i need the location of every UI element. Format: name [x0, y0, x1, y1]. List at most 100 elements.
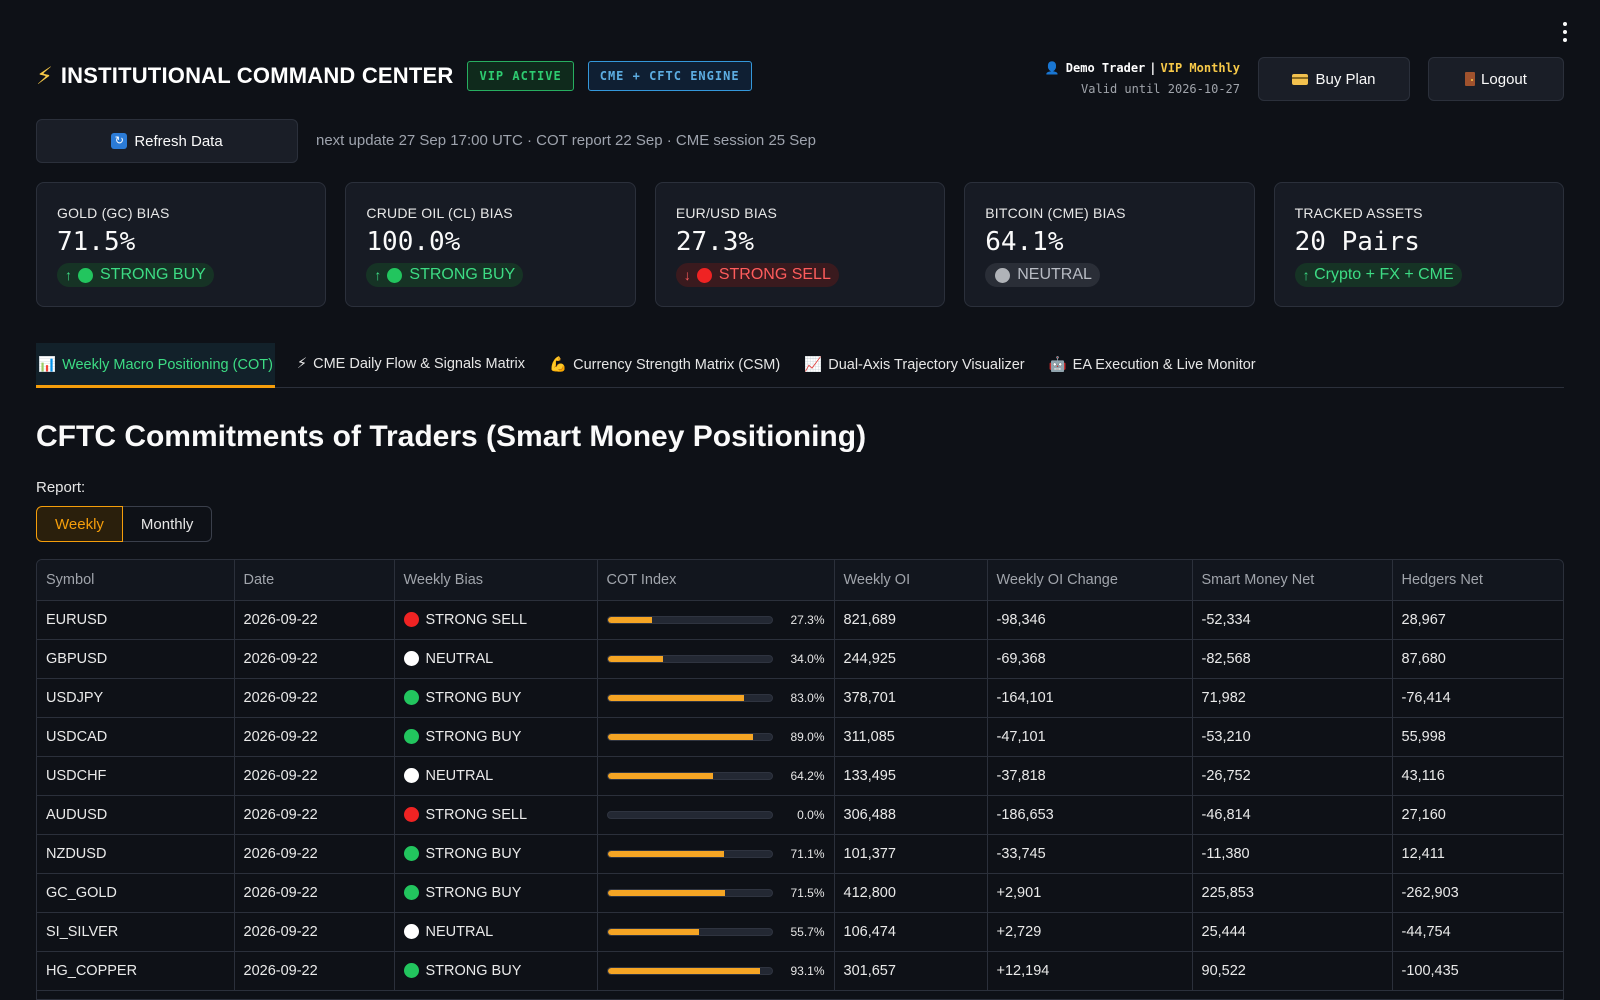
metric-card-value: 64.1%: [985, 227, 1064, 257]
metric-card-value: 71.5%: [57, 227, 136, 257]
hedgers-net-cell: -262,903: [1392, 873, 1563, 913]
bias-dot-icon: [403, 651, 419, 666]
signal-text: Crypto + FX + CME: [1314, 266, 1454, 283]
cot-index-cell: 83.0%: [597, 678, 835, 718]
column-header[interactable]: Weekly Bias: [394, 560, 598, 601]
column-header[interactable]: Weekly OI Change: [987, 560, 1193, 601]
bias-cell: STRONG BUY: [394, 678, 598, 718]
weekly-oi-change-cell: +2,729: [987, 912, 1193, 952]
column-header[interactable]: Date: [234, 560, 395, 601]
tab-3[interactable]: 💪 Currency Strength Matrix (CSM): [547, 343, 782, 388]
tab-1[interactable]: 📊 Weekly Macro Positioning (COT): [36, 343, 275, 388]
weekly-oi-cell: 412,800: [834, 873, 988, 913]
refresh-icon: ↻: [111, 133, 128, 149]
tab-bar: 📊 Weekly Macro Positioning (COT) ⚡ CME Dail…: [36, 343, 1564, 388]
table-row: GC_GOLD 2026-09-22 STRONG BUY 71.5% 412,800 +…: [37, 873, 1563, 913]
cot-value: 55.7%: [790, 924, 825, 939]
hedgers-net-cell: -44,754: [1392, 912, 1563, 952]
bias-text: STRONG SELL: [425, 611, 528, 628]
logout-label: Logout: [1481, 70, 1527, 88]
cot-value: 89.0%: [790, 729, 825, 744]
weekly-oi-cell: 244,925: [834, 639, 988, 679]
tab-label: Weekly Macro Positioning (COT): [62, 357, 273, 373]
column-header[interactable]: COT Index: [597, 560, 835, 601]
bias-wrap: STRONG BUY: [403, 963, 588, 979]
cot-wrap: 0.0%: [606, 808, 825, 822]
cot-value: 34.0%: [790, 651, 825, 666]
weekly-oi-cell: 301,657: [834, 951, 988, 991]
symbol-cell: HG_COPPER: [37, 951, 235, 991]
weekly-oi-cell: 101,377: [834, 834, 988, 874]
signal-badge: ↑ STRONG BUY: [57, 263, 214, 287]
hedgers-net-cell: 43,116: [1392, 756, 1563, 796]
report-option-monthly[interactable]: Monthly: [122, 506, 213, 542]
cot-wrap: 71.5%: [606, 886, 825, 900]
cot-value: 83.0%: [790, 690, 825, 705]
cot-wrap: 71.1%: [606, 847, 825, 861]
more-options-menu-icon[interactable]: [1558, 22, 1572, 42]
metric-card: BITCOIN (CME) BIAS 64.1% NEUTRAL: [964, 182, 1255, 307]
table-row: USDCAD 2026-09-22 STRONG BUY 89.0% 311,085 -4…: [37, 717, 1563, 757]
metric-card-value: 100.0%: [366, 227, 461, 257]
hedgers-net-cell: -76,414: [1392, 678, 1563, 718]
table-row: GBPUSD 2026-09-22 NEUTRAL 34.0% 244,925 -69,3…: [37, 639, 1563, 679]
hedgers-net-cell: 28,967: [1392, 600, 1563, 640]
weekly-oi-change-cell: -164,101: [987, 678, 1193, 718]
signal-badge: ↓ STRONG SELL: [675, 263, 839, 287]
cot-index-cell: 89.0%: [597, 717, 835, 757]
cot-progress-bar: [606, 927, 773, 936]
bias-dot-icon: [403, 924, 419, 939]
tab-4[interactable]: 📈 Dual-Axis Trajectory Visualizer: [802, 343, 1026, 388]
tab-5[interactable]: 🤖 EA Execution & Live Monitor: [1047, 343, 1258, 388]
column-header[interactable]: Smart Money Net: [1192, 560, 1393, 601]
cot-value: 93.1%: [790, 963, 825, 978]
buy-plan-label: Buy Plan: [1315, 70, 1376, 88]
bias-text: STRONG BUY: [425, 728, 522, 745]
logout-button[interactable]: Logout: [1428, 57, 1564, 101]
column-header[interactable]: Hedgers Net: [1392, 560, 1563, 601]
engine-badge: CME + CFTC ENGINE: [587, 61, 752, 91]
buy-plan-button[interactable]: Buy Plan: [1258, 57, 1410, 101]
app-header: ⚡ INSTITUTIONAL COMMAND CENTER VIP ACTIV…: [36, 57, 1564, 104]
symbol-cell: AUDUSD: [37, 795, 235, 835]
report-option-weekly[interactable]: Weekly: [36, 506, 123, 542]
bias-dot-icon: [403, 885, 419, 900]
cot-progress-bar: [606, 966, 773, 975]
bias-dot-icon: [403, 963, 419, 978]
cot-value: 64.2%: [790, 768, 825, 783]
cot-progress-bar: [606, 849, 773, 858]
signal-text: STRONG SELL: [718, 266, 831, 283]
arrow-up-icon: ↑: [65, 267, 72, 283]
date-cell: 2026-09-22: [234, 600, 395, 640]
symbol-cell: USDCAD: [37, 717, 235, 757]
column-header[interactable]: Symbol: [37, 560, 235, 601]
metric-card-label: TRACKED ASSETS: [1294, 205, 1423, 221]
table-row: SI_SILVER 2026-09-22 NEUTRAL 55.7% 106,474 +2…: [37, 912, 1563, 952]
cot-progress-bar: [606, 888, 773, 897]
date-cell: 2026-09-22: [234, 873, 395, 913]
bias-cell: STRONG SELL: [394, 600, 598, 640]
app-title: INSTITUTIONAL COMMAND CENTER: [60, 63, 454, 88]
weekly-oi-change-cell: -98,346: [987, 600, 1193, 640]
refresh-data-button[interactable]: ↻ Refresh Data: [36, 119, 298, 163]
bias-cell: STRONG BUY: [394, 873, 598, 913]
column-header[interactable]: Weekly OI: [834, 560, 988, 601]
table-row: USDJPY 2026-09-22 STRONG BUY 83.0% 378,701 -1…: [37, 678, 1563, 718]
bias-wrap: STRONG BUY: [403, 846, 588, 862]
user-name: Demo Trader: [1065, 61, 1146, 75]
weekly-oi-change-cell: +12,194: [987, 951, 1193, 991]
date-cell: 2026-09-22: [234, 678, 395, 718]
signal-text: NEUTRAL: [1017, 266, 1092, 283]
bias-cell: STRONG BUY: [394, 717, 598, 757]
smart-money-net-cell: 90,522: [1192, 951, 1393, 991]
bias-dot-icon: [403, 768, 419, 783]
smart-money-net-cell: -11,380: [1192, 834, 1393, 874]
cot-progress-fill: [607, 967, 761, 974]
tab-2[interactable]: ⚡ CME Daily Flow & Signals Matrix: [295, 343, 527, 388]
bias-wrap: STRONG BUY: [403, 885, 588, 901]
bias-cell: STRONG BUY: [394, 951, 598, 991]
cot-value: 27.3%: [790, 612, 825, 627]
arrow-up-icon: ↑: [1302, 267, 1310, 283]
symbol-cell: EURUSD: [37, 600, 235, 640]
cot-progress-fill: [607, 772, 713, 779]
